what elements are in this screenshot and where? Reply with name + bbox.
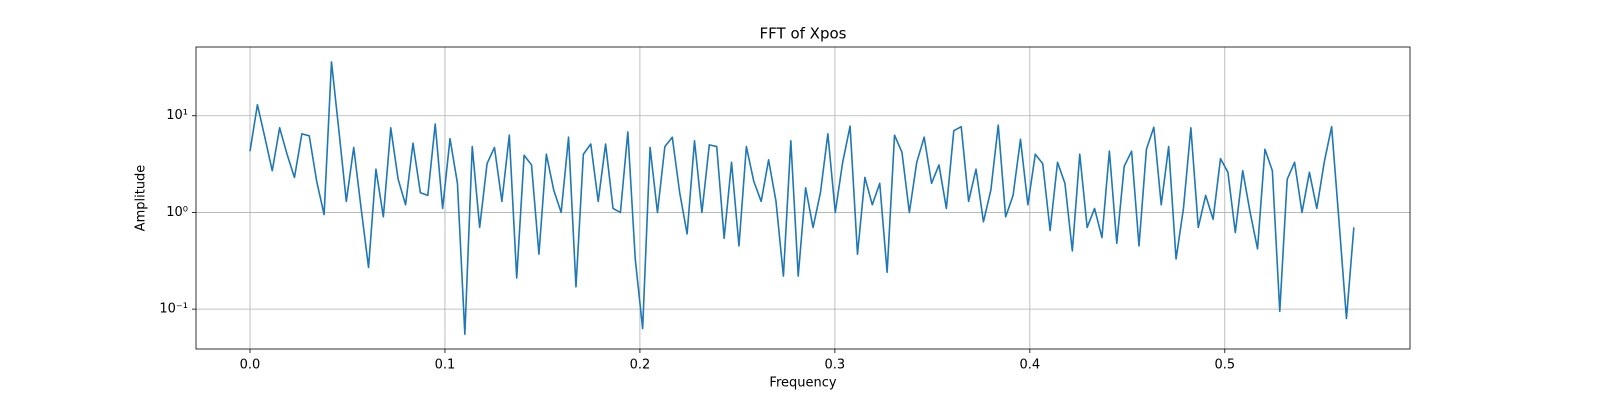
x-tick-label: 0.0 xyxy=(240,358,261,373)
chart-title: FFT of Xpos xyxy=(760,25,847,43)
x-tick-label: 0.1 xyxy=(435,358,456,373)
x-tick-label: 0.3 xyxy=(825,358,846,373)
y-tick-label: 10⁰ xyxy=(166,205,188,220)
x-axis-label: Frequency xyxy=(769,376,836,391)
x-tick-label: 0.5 xyxy=(1214,358,1235,373)
x-tick-label: 0.2 xyxy=(630,358,651,373)
y-tick-label: 10¹ xyxy=(166,108,188,123)
y-tick-label: 10⁻¹ xyxy=(159,302,188,317)
data-line xyxy=(249,61,1355,336)
x-tick-label: 0.4 xyxy=(1019,358,1040,373)
plot-frame xyxy=(195,46,1411,350)
y-axis-label: Amplitude xyxy=(134,165,149,232)
